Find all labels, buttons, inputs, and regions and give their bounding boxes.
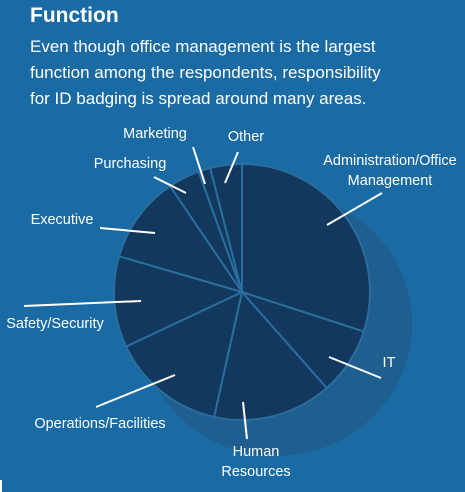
leader-line [23, 300, 142, 307]
slice-label: Marketing [123, 126, 187, 142]
slice-label: Management [348, 173, 433, 189]
leader-line [224, 151, 239, 184]
slice-label: Purchasing [94, 156, 167, 172]
pie-slice [117, 184, 245, 294]
slice-label: Operations/Facilities [34, 416, 165, 432]
pie-slice [241, 162, 371, 333]
pie-slices [113, 162, 371, 421]
leader-lines [23, 146, 383, 440]
slice-label: IT [383, 355, 396, 371]
slice-label: Executive [31, 212, 94, 228]
leader-line [95, 374, 176, 408]
leader-line [326, 192, 383, 226]
leader-line [242, 401, 248, 440]
pie-slice [208, 162, 243, 293]
pie-slice [212, 289, 329, 421]
leader-line [328, 356, 382, 379]
chart-title: Function [30, 4, 119, 27]
subtitle-line: Even though office management is the lar… [30, 37, 376, 56]
leader-line [153, 176, 187, 194]
slice-label: Administration/Office [323, 153, 457, 169]
edge-mark [0, 480, 2, 492]
slice-labels: Administration/Office Management IT Human Re… [6, 126, 457, 480]
leader-line [99, 227, 156, 234]
slice-label: Other [228, 129, 264, 145]
leader-line [192, 146, 206, 185]
slice-label: Resources [221, 464, 290, 480]
slice-label: Human [233, 444, 280, 460]
pie-slice [124, 290, 244, 419]
subtitle-line: function among the respondents, responsi… [30, 63, 381, 82]
slice-label: Safety/Security [6, 316, 104, 332]
subtitle-line: for ID badging is spread around many are… [30, 89, 367, 108]
chart-subtitle: Even though office management is the lar… [30, 34, 460, 112]
